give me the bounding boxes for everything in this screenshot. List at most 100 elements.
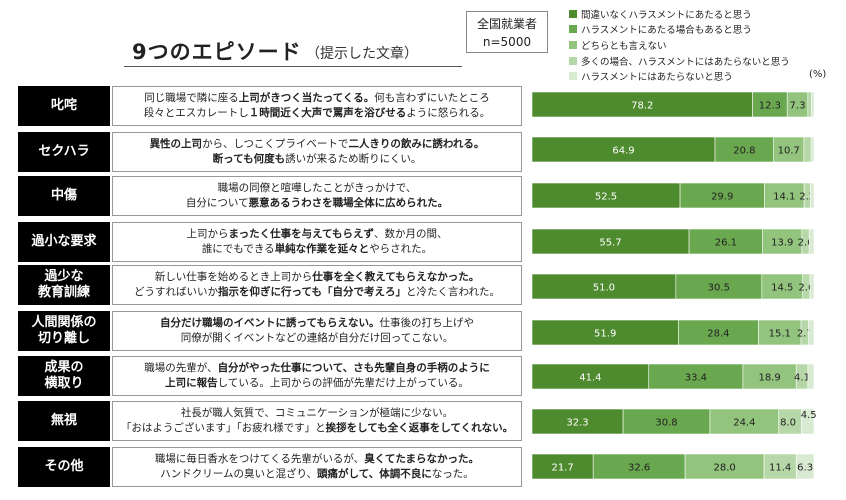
description-line: 自分について悪意あるうわさを職場全体に広められた。 [186,196,448,211]
description-text: 社長が職人気質で、コミュニケーションが極端に少ない。 [180,407,454,419]
description-line: 職場に毎日香水をつけてくる先輩がいるが、臭くてたまらなかった。 [155,452,479,467]
bar-segment [764,182,805,209]
bar-value-label: 8.0 [780,418,796,429]
bar-value-label: 21.7 [551,463,573,474]
description-text: 、数か月の間、 [374,228,448,240]
description-text: 自分について [185,197,249,209]
description-line: 新しい仕事を始めるとき上司から仕事を全く教えてもらえなかった。 [155,270,479,285]
description-line: ハンドクリームの臭いと混ざり、頭痛がして、体調不良になった。 [160,467,473,482]
bar-value-label: 12.3 [759,101,781,112]
emphasis-text: 異性の上司 [149,138,203,150]
emphasis-text: 単純な作業を延々と [274,243,370,255]
episode-description: 新しい仕事を始めるとき上司から仕事を全く教えてもらえなかった。 どうすればいいか指… [112,265,522,305]
bar-value-label: 64.9 [612,146,634,157]
legend-swatch [569,72,577,81]
bar-segment [761,273,804,300]
bar-segment [684,453,765,480]
episode-description: 上司からまったく仕事を与えてもらえず、数か月の間、 誰にでもできる単純な作業を延々… [112,222,522,262]
legend-label: 間違いなくハラスメントにあたると思う [581,9,752,21]
description-text: 「おはようございます」「お疲れ様です」と [120,422,326,434]
episode-description: 異性の上司から、しつこくプライベートで二人きりの飲みに誘われる。 断っても何度も誘… [112,132,522,172]
emphasis-text: 仕事を全く教えてもらえなかった。 [312,271,480,283]
bar-value-label: 28.4 [707,329,729,340]
bar-value-label: 29.9 [711,192,733,203]
legend-label: どちらとも言えない [581,40,667,52]
episode-description: 職場の先輩が、自分がやった仕事について、さも先輩自身の手柄のように 上司に報告して… [112,356,522,396]
description-text: 仕事後の打ち上げや [379,317,474,329]
bar-segment [531,453,594,480]
bar-value-label: 26.1 [715,238,737,249]
chart-legend: 間違いなくハラスメントにあたると思う ハラスメントにあたる場合もあると思うどちらと… [569,6,819,84]
bar-value-label: 28.0 [713,463,735,474]
bar-value-label: 2.7 [797,329,813,340]
bar-segment [808,228,815,255]
bar-value-label: 41.4 [579,373,601,384]
description-text: 何も言わずにいたところ [374,92,490,104]
bar-segment [531,91,753,118]
episode-description: 職場に毎日香水をつけてくる先輩がいるが、臭くてたまらなかった。 ハンドクリームの臭… [112,447,522,487]
emphasis-text: 悪意あるうわさを職場全体に広められた。 [248,197,449,209]
bar-segment [531,319,679,346]
bar-value-label: 4.1 [794,373,810,384]
episode-description: 社長が職人気質で、コミュニケーションが極端に少ない。「おはようございます」「お疲… [112,401,522,441]
description-text: している。上司からの評価が先輩だけ上がっている。 [217,377,469,389]
emphasis-text: 臭くてたまらなかった。 [364,453,480,465]
sample-size: n=5000 [482,35,532,49]
bar-value-label: 6.3 [797,463,813,474]
description-text: 職場の同僚と喧嘩したことがきっかけで、 [217,182,417,194]
bar-segment [531,408,624,435]
bar-segment [763,453,797,480]
description-line: 上司からまったく仕事を与えてもらえず、数か月の間、 [186,227,447,242]
description-line: 自分だけ職場のイベントに誘ってもらえない。仕事後の打ち上げや [160,316,474,331]
episode-label: その他 [18,447,110,487]
episode-label: セクハラ [18,132,110,172]
bar-value-label: 33.4 [685,373,707,384]
description-line: 職場の先輩が、自分がやった仕事について、さも先輩自身の手柄のように [144,361,489,376]
bar-value-label: 30.8 [655,418,677,429]
bar-segment [531,136,716,163]
bar-value-label: 2.6 [798,238,814,249]
bar-segment [742,363,797,390]
description-line: 社長が職人気質で、コミュニケーションが極端に少ない。 [181,406,453,421]
episode-label: 無視 [18,401,110,441]
description-text: やらされた。 [369,243,433,255]
emphasis-text: 二人きりの飲みに誘われる。 [348,138,485,150]
bar-segment [709,408,780,435]
bar-segment [531,273,677,300]
episode-description: 同じ職場で隣に座る上司がきつく当たってくる。何も言わずにいたところ 段々とエスカレ… [112,86,522,126]
legend-swatch [569,9,577,18]
description-line: 同じ職場で隣に座る上司がきつく当たってくる。何も言わずにいたところ [144,91,489,106]
bar-segment [808,319,815,346]
bar-segment [803,136,812,163]
episode-label: 過小な要求 [18,222,110,262]
legend-item: 多くの場合、ハラスメントにはあたらないと思う [569,53,819,69]
bar-value-label: 32.6 [628,463,650,474]
legend-item: 間違いなくハラスメントにあたると思う [569,6,819,22]
legend-item: ハラスメントにあたる場合もあると思う [569,22,819,38]
bar-value-label: 52.5 [595,192,617,203]
description-text: 同僚が開くイベントなどの連絡が自分だけ回ってこない。 [180,332,454,344]
legend-label: 多くの場合、ハラスメントにはあたらないと思う [581,56,790,68]
description-line: 断っても何度も誘いが来るため断りにくい。 [213,152,422,167]
legend-item: ハラスメントにはあたらないと思う [569,68,819,84]
bar-value-label: 18.9 [758,373,780,384]
description-text: 職場に毎日香水をつけてくる先輩がいるが、 [154,453,365,465]
bar-value-label: 30.5 [708,283,730,294]
emphasis-text: まったく仕事を与えてもらえず [228,228,375,240]
emphasis-text: 自分だけ職場のイベントに誘ってもらえない。 [160,317,380,329]
episode-description: 自分だけ職場のイベントに誘ってもらえない。仕事後の打ち上げや 同僚が開くイベントな… [112,311,522,351]
bar-segment [807,91,812,118]
page-subtitle: （提示した文章） [306,46,418,62]
bar-segment [810,136,815,163]
title-underline [124,66,462,67]
bar-segment [648,363,744,390]
description-line: 段々とエスカレートし１時間近く大声で罵声を浴びせるように怒られる。 [144,106,491,121]
episode-label: 過少な 教育訓練 [18,265,110,305]
emphasis-text: 頭痛がして、体調不良に [317,468,432,480]
description-line: 職場の同僚と喧嘩したことがきっかけで、 [218,181,417,196]
bar-value-label: 10.7 [778,146,800,157]
bar-segment [752,91,788,118]
legend-swatch [569,56,577,65]
bar-value-label: 2.2 [799,192,815,203]
